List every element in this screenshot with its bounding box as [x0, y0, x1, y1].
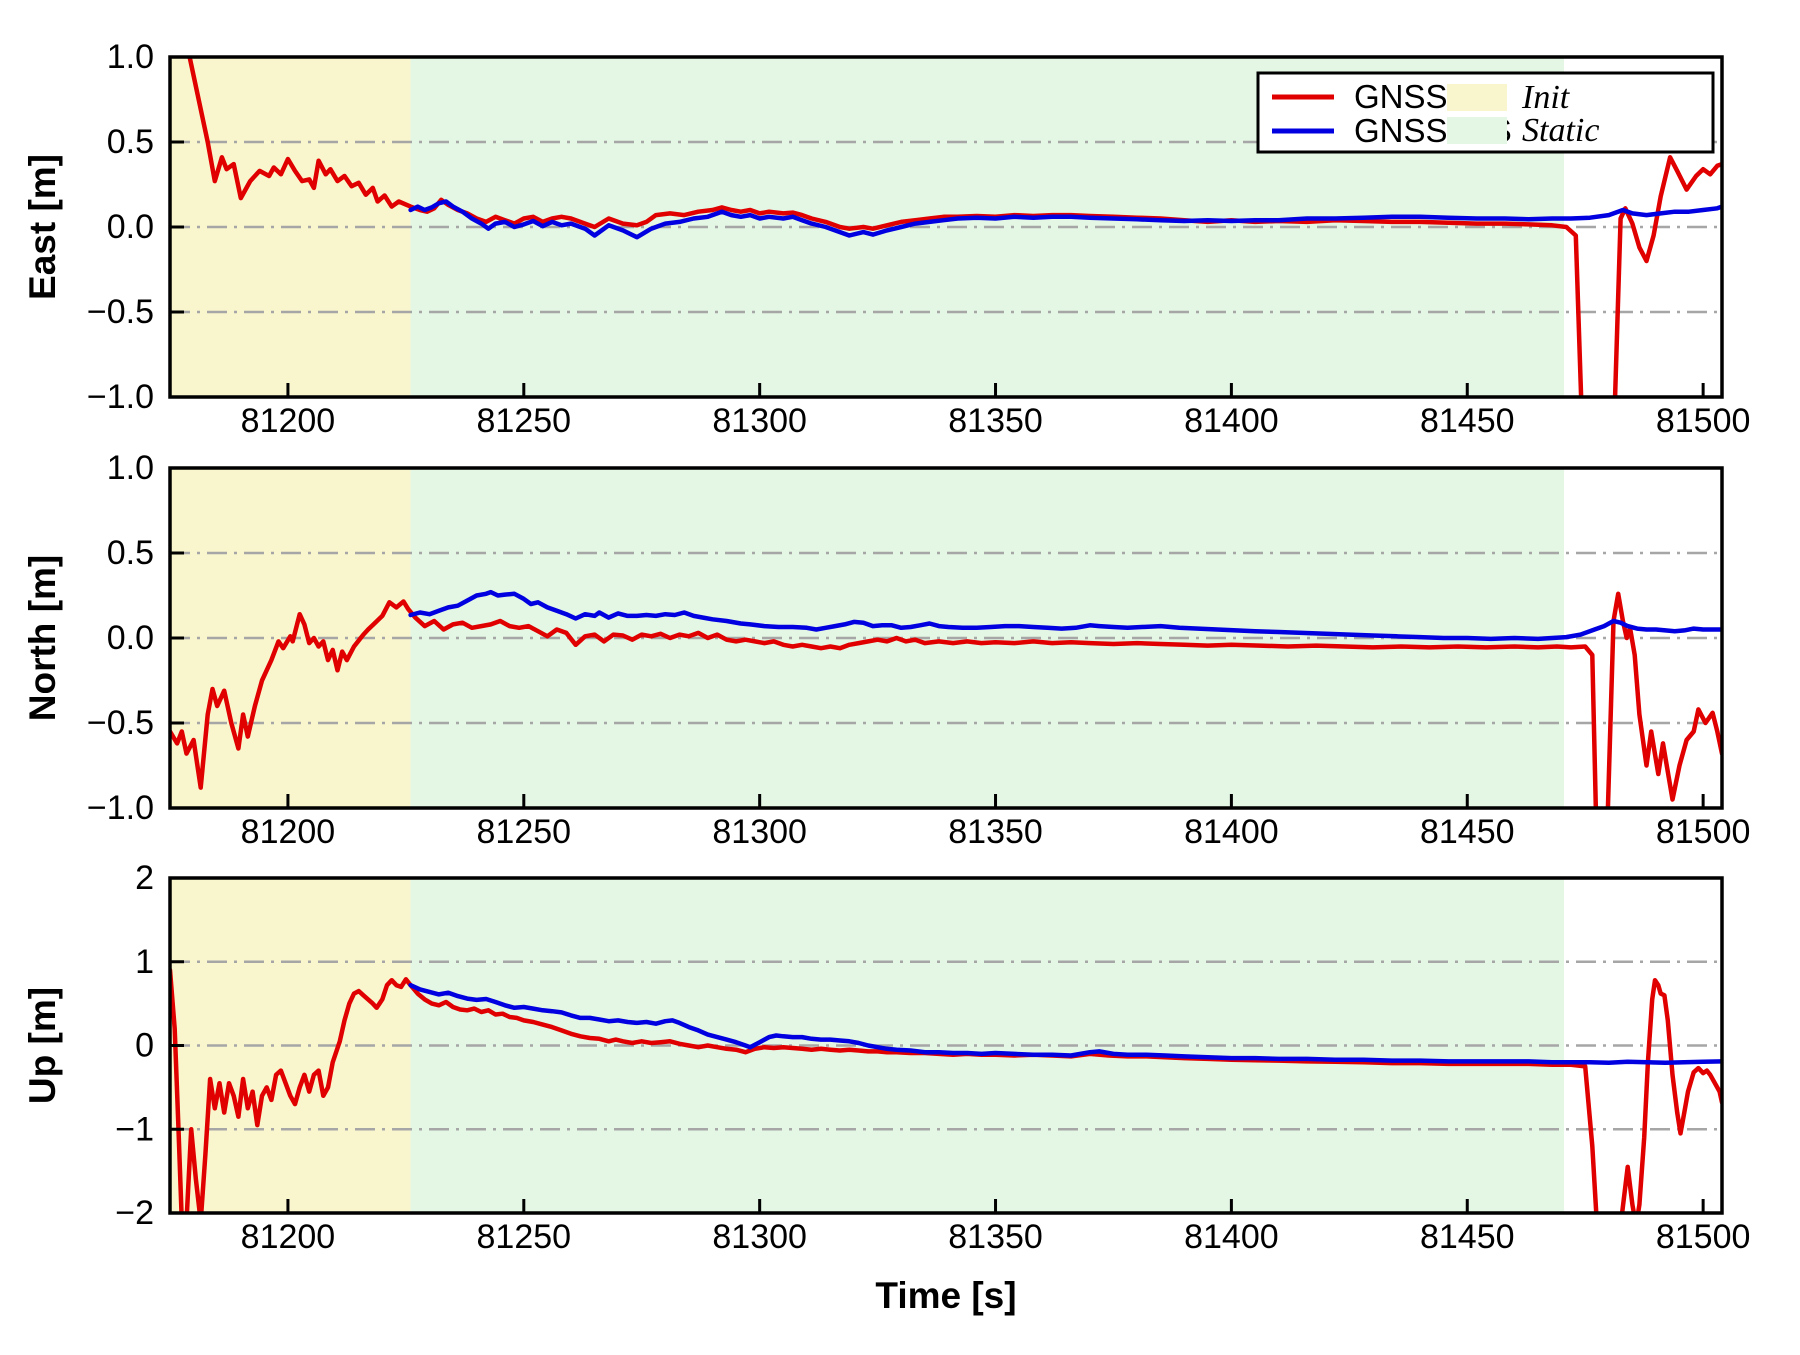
x-tick-label: 81400 [1184, 813, 1279, 851]
x-tick-label: 81500 [1656, 813, 1751, 851]
legend-patch-sample [1447, 117, 1507, 144]
x-tick-label: 81450 [1420, 813, 1515, 851]
x-tick-label: 81300 [712, 1218, 807, 1256]
legend-region-label: Init [1521, 79, 1571, 116]
y-tick-label: −2 [115, 1194, 154, 1232]
x-tick-label: 81350 [948, 813, 1043, 851]
y-tick-label: 1 [135, 943, 154, 981]
x-axis-label: Time [s] [875, 1275, 1016, 1316]
x-tick-label: 81250 [477, 1218, 572, 1256]
x-tick-label: 81400 [1184, 402, 1279, 440]
x-tick-label: 81500 [1656, 402, 1751, 440]
y-tick-label: 1.0 [107, 449, 154, 487]
x-tick-label: 81250 [477, 813, 572, 851]
series-gnss [170, 591, 1722, 808]
y-axis-label: East [m] [22, 154, 63, 300]
x-tick-label: 81300 [712, 813, 807, 851]
x-tick-label: 81450 [1420, 402, 1515, 440]
y-tick-label: −1.0 [87, 789, 154, 827]
x-tick-label: 81350 [948, 402, 1043, 440]
series-gnss-ins [408, 199, 1722, 240]
legend-series-label: GNSS [1354, 78, 1448, 115]
y-tick-label: 0.0 [107, 208, 154, 246]
series-gnss-ins [408, 982, 1722, 1065]
legend-region-label: Static [1522, 112, 1599, 149]
y-tick-label: 0.5 [107, 534, 154, 572]
x-tick-label: 81450 [1420, 1218, 1515, 1256]
y-tick-label: 0 [135, 1027, 154, 1065]
x-tick-label: 81300 [712, 402, 807, 440]
series-gnss-ins [408, 589, 1722, 642]
y-tick-label: 1.0 [107, 38, 154, 76]
subplot-up: 81200 81250 81300 81350 81400 81450 81500 2 1 0 −1… [22, 859, 1750, 1256]
y-tick-label: 2 [135, 859, 154, 897]
y-tick-label: −0.5 [87, 704, 154, 742]
x-tick-label: 81200 [241, 1218, 336, 1256]
x-tick-label: 81200 [241, 402, 336, 440]
x-tick-label: 81500 [1656, 1218, 1751, 1256]
x-tick-label: 81250 [477, 402, 572, 440]
x-tick-label: 81400 [1184, 1218, 1279, 1256]
y-tick-label: −0.5 [87, 293, 154, 331]
y-tick-label: 0.0 [107, 619, 154, 657]
subplot-north: 81200 81250 81300 81350 81400 81450 81500 1.0 0.… [22, 449, 1751, 851]
series-gnss [187, 57, 1722, 397]
y-tick-label: 0.5 [107, 123, 154, 161]
y-axis-label: North [m] [22, 555, 63, 721]
x-tick-label: 81200 [241, 813, 336, 851]
legend-patch-sample [1447, 84, 1507, 111]
x-tick-label: 81350 [948, 1218, 1043, 1256]
series-gnss [170, 967, 1722, 1213]
y-axis-label: Up [m] [22, 987, 63, 1104]
y-tick-label: −1.0 [87, 378, 154, 416]
y-tick-label: −1 [115, 1110, 154, 1148]
